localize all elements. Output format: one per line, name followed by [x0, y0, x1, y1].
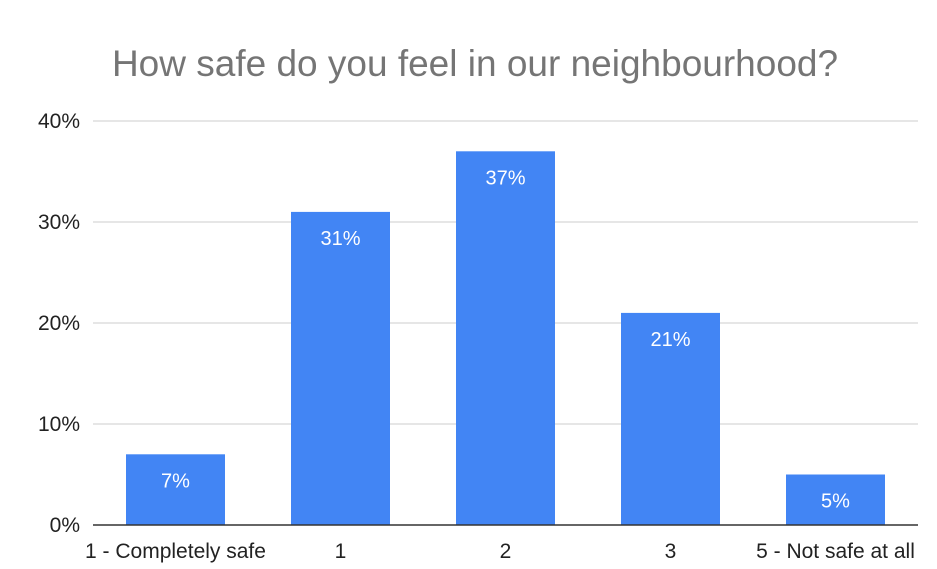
chart-title: How safe do you feel in our neighbourhoo…	[112, 43, 838, 84]
y-tick-label: 30%	[38, 211, 80, 234]
y-tick-label: 0%	[50, 514, 80, 537]
y-tick-label: 10%	[38, 413, 80, 436]
data-label: 21%	[650, 329, 690, 351]
x-tick-label: 1	[335, 540, 347, 563]
bar	[786, 474, 885, 525]
x-tick-label: 5 - Not safe at all	[756, 540, 915, 563]
data-label: 5%	[821, 491, 850, 513]
y-tick-label: 20%	[38, 312, 80, 335]
data-label: 7%	[161, 470, 190, 492]
y-axis: 0% 10% 20% 30% 40%	[38, 110, 80, 537]
bar	[621, 312, 720, 525]
bar	[291, 211, 390, 525]
bar	[126, 454, 225, 525]
data-label: 37%	[485, 167, 525, 189]
bars	[126, 151, 885, 526]
x-tick-label: 1 - Completely safe	[85, 540, 266, 563]
x-tick-label: 3	[665, 540, 677, 563]
y-tick-label: 40%	[38, 110, 80, 133]
bar	[456, 151, 555, 526]
x-axis: 1 - Completely safe 1 2 3 5 - Not safe at al…	[85, 524, 918, 563]
data-labels: 7% 31% 37% 21% 5%	[161, 167, 850, 512]
data-label: 31%	[320, 228, 360, 250]
x-tick-label: 2	[500, 540, 512, 563]
